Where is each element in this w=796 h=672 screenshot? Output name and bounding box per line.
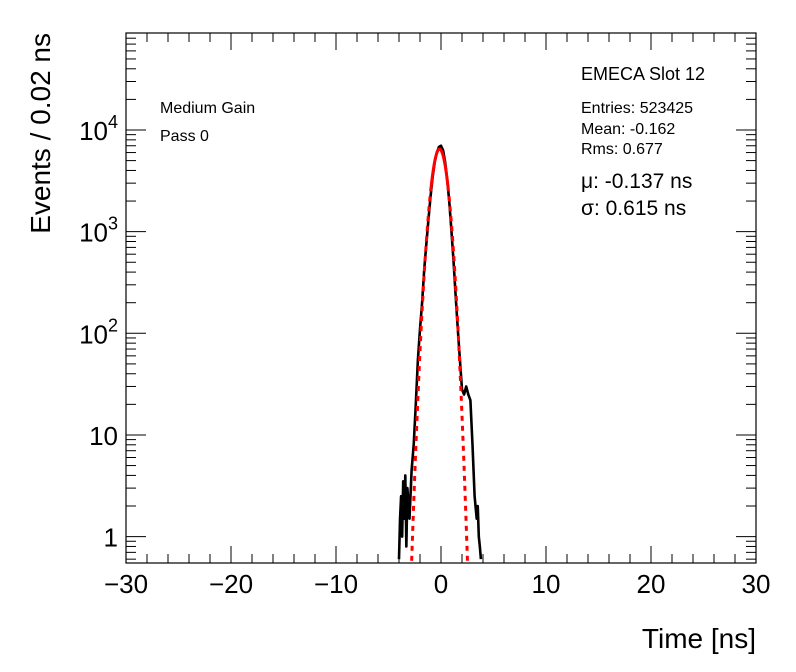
x-tick-label: −30 [104, 569, 148, 599]
y-axis-title: Events / 0.02 ns [25, 33, 56, 234]
x-tick-label: 0 [434, 569, 448, 599]
y-axis-tick-labels: 1 10 102 103 104 [79, 112, 118, 553]
y-tick-label: 102 [79, 315, 118, 349]
plot-area [397, 144, 483, 561]
x-tick-label: 20 [637, 569, 666, 599]
x-tick-label: −20 [209, 569, 253, 599]
chart-title: EMECA Slot 12 [581, 64, 705, 84]
x-axis-tick-labels: −30 −20 −10 0 10 20 30 [104, 569, 771, 599]
x-tick-label: 30 [742, 569, 771, 599]
stats-entries: Entries: 523425 [581, 100, 693, 117]
y-tick-label: 10 [89, 421, 118, 451]
x-tick-label: −10 [314, 569, 358, 599]
gain-label: Medium Gain [160, 100, 255, 117]
y-tick-label: 104 [79, 112, 118, 146]
fit-curve-solid [429, 147, 450, 187]
data-series-line [397, 144, 483, 560]
pass-label: Pass 0 [160, 128, 209, 145]
stats-mean: Mean: -0.162 [581, 121, 675, 138]
y-tick-label: 103 [79, 214, 118, 248]
y-tick-label: 1 [104, 523, 118, 553]
x-axis-ticks [125, 33, 757, 563]
x-tick-label: 10 [532, 569, 561, 599]
stats-rms: Rms: 0.677 [581, 141, 663, 158]
fit-mu: μ: -0.137 ns [581, 170, 692, 193]
fit-curve-dashed-right [446, 186, 469, 561]
fit-curve-dashed-left [410, 186, 433, 561]
x-axis-title: Time [ns] [642, 623, 756, 654]
y-axis-ticks [126, 32, 756, 560]
fit-sigma: σ: 0.615 ns [581, 197, 686, 220]
